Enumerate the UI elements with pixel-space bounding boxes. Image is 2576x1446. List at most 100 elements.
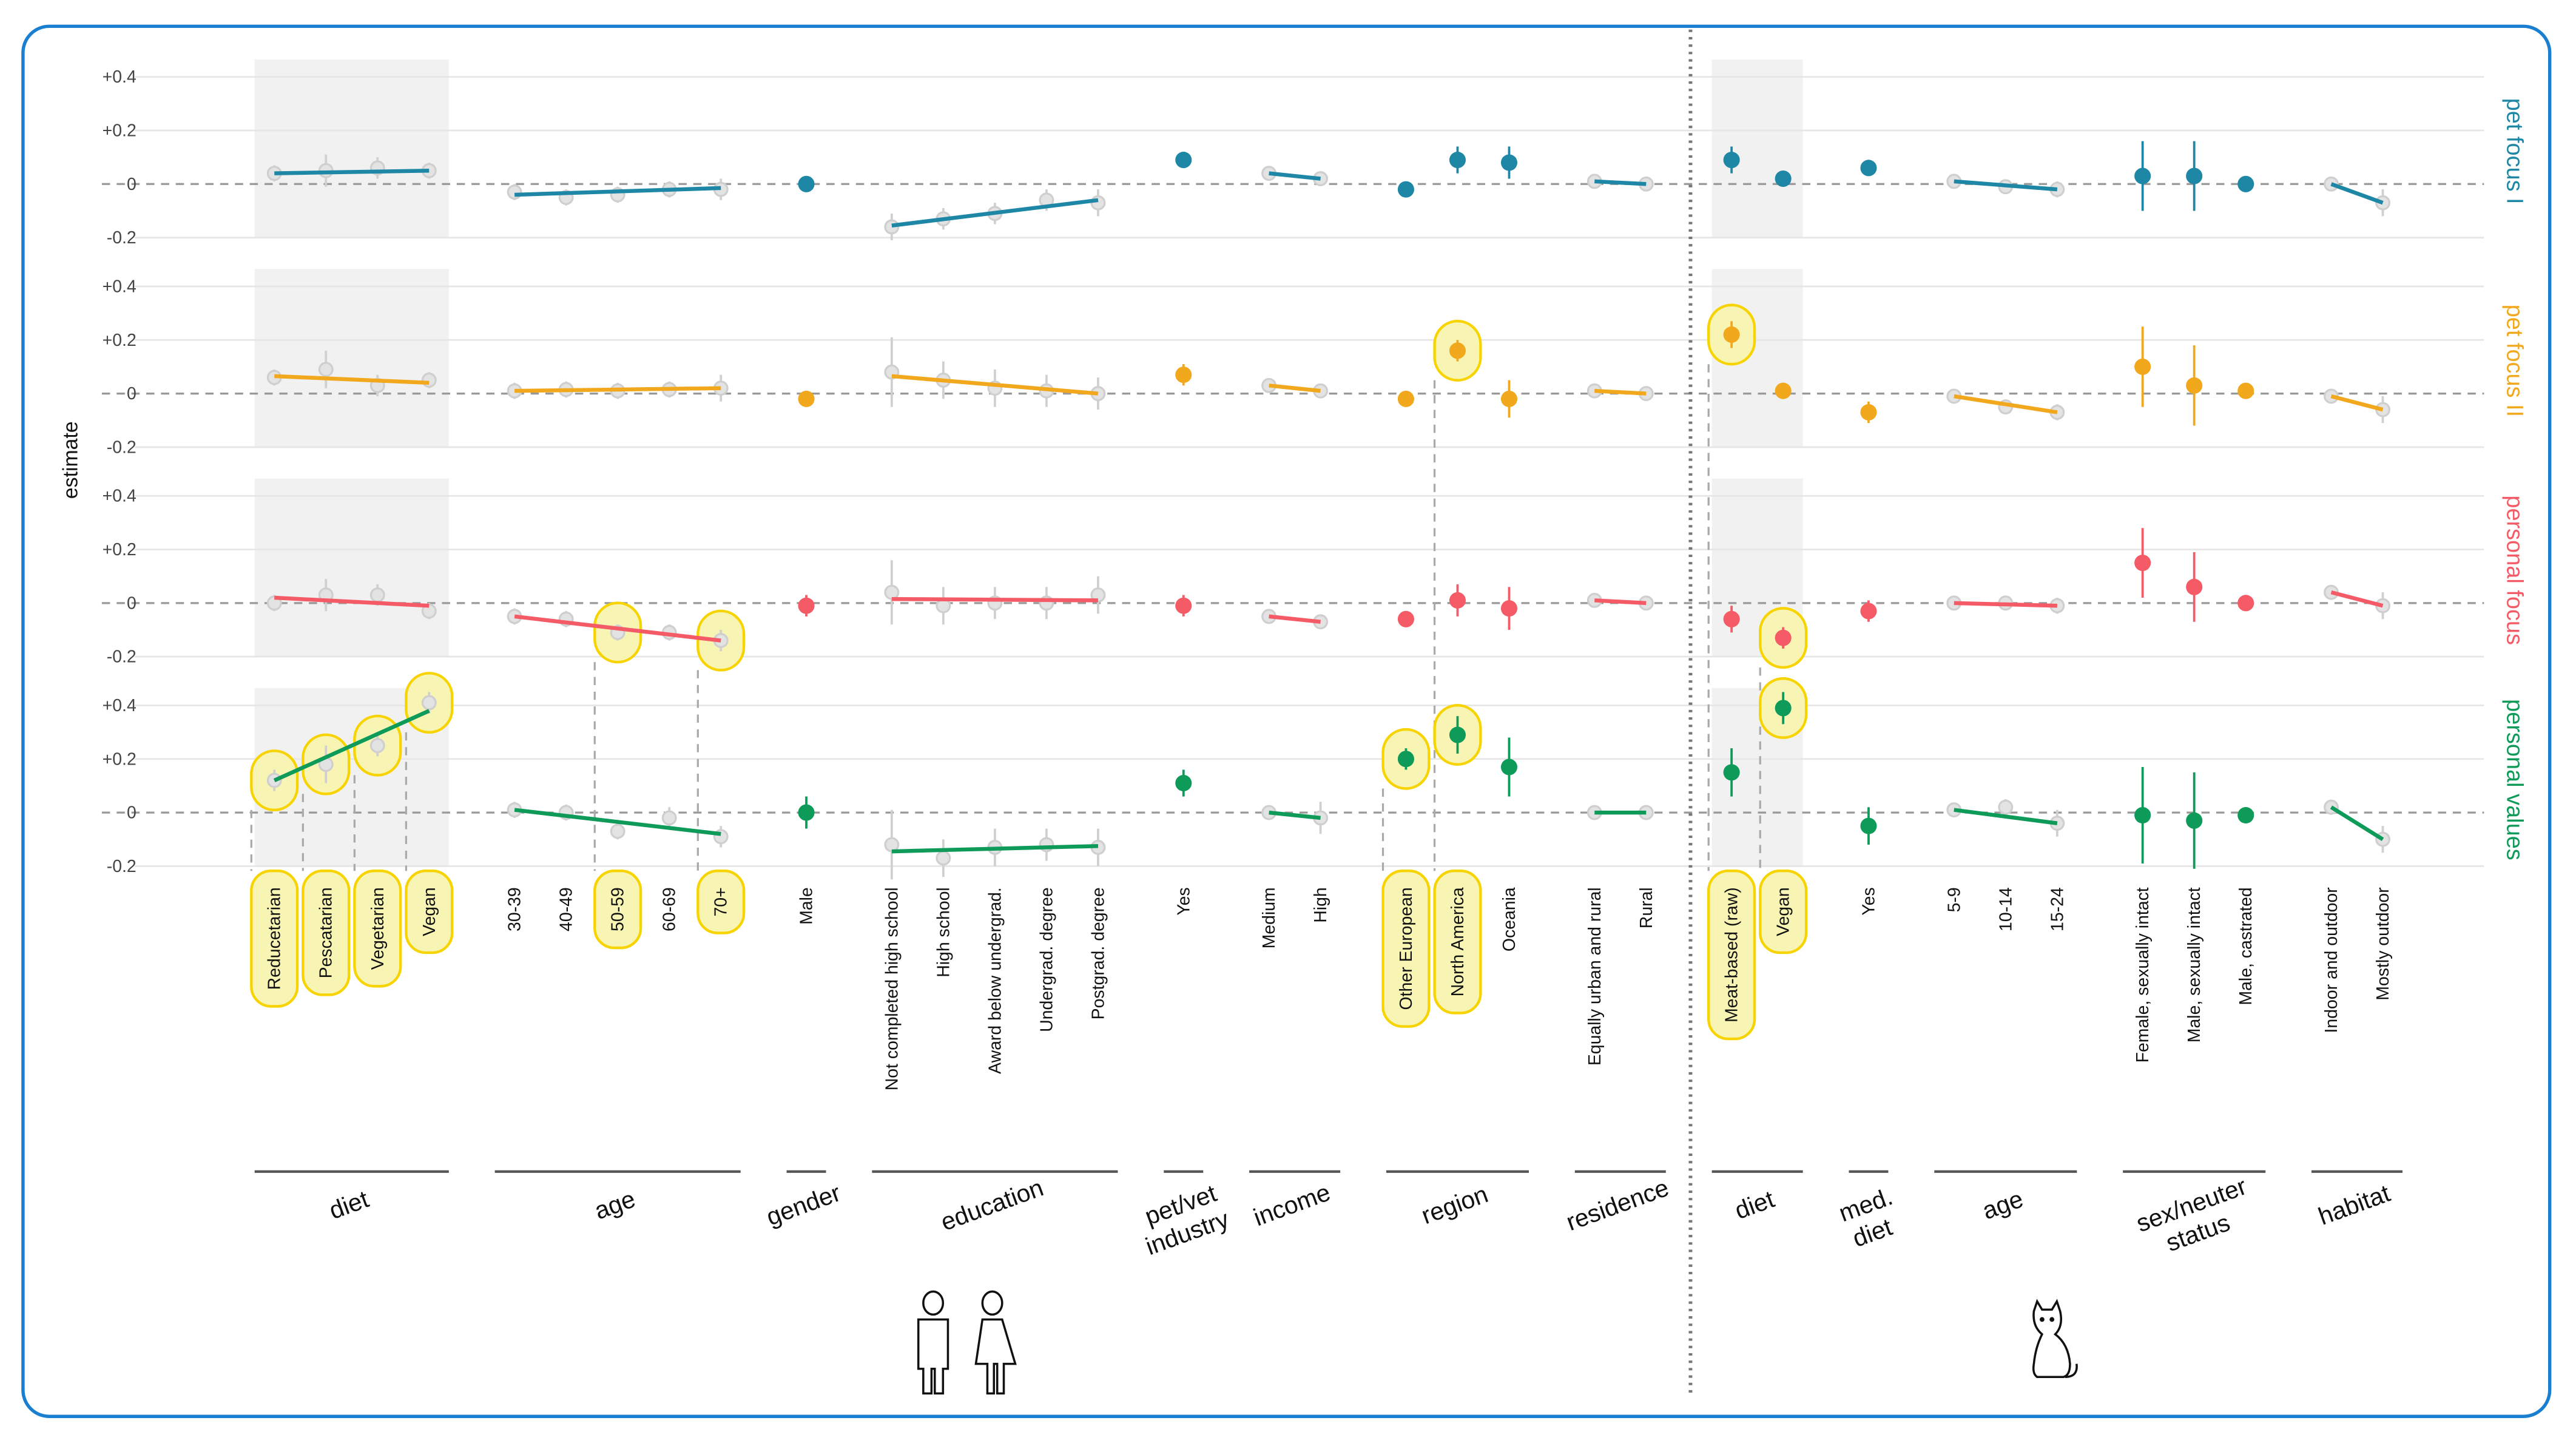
y-tick-label: +0.4 — [103, 277, 137, 296]
y-tick-label: +0.2 — [103, 331, 137, 350]
estimate-point — [1500, 600, 1518, 617]
reference-point — [884, 837, 900, 853]
reference-point — [884, 584, 900, 600]
reference-point — [369, 587, 385, 603]
trend-line — [1954, 394, 2058, 414]
reference-point — [610, 823, 625, 839]
category-label: Mostly outdoor — [2373, 887, 2393, 1000]
category-label: North America — [1448, 887, 1468, 996]
trend-line — [2330, 394, 2384, 412]
estimate-point — [2134, 167, 2151, 184]
shaded-panel-hdiet — [254, 478, 449, 657]
estimate-point — [798, 175, 815, 192]
category-label: 30-39 — [505, 887, 525, 931]
estimate-point — [1449, 342, 1466, 359]
shaded-panel-hdiet — [254, 269, 449, 447]
category-label: Equally urban and rural — [1585, 887, 1605, 1066]
category-label: 50-59 — [609, 887, 628, 931]
trend-line — [891, 596, 1098, 603]
estimate-point — [1723, 326, 1740, 343]
category-label: 5-9 — [1944, 887, 1964, 912]
trend-line — [1594, 388, 1647, 396]
category-label-highlight — [1759, 870, 1808, 954]
trend-line — [891, 844, 1099, 854]
estimate-point — [1775, 629, 1792, 646]
trend-line — [891, 198, 1099, 228]
y-tick-label: 0 — [127, 384, 137, 404]
category-label-highlight — [353, 870, 402, 988]
reference-point — [507, 184, 522, 200]
category-label: 10-14 — [1996, 887, 2015, 931]
estimate-point — [1449, 152, 1466, 169]
shaded-panel-cdiet — [1711, 59, 1803, 238]
category-label: Medium — [1259, 887, 1279, 948]
trend-line — [1269, 810, 1321, 820]
trend-line — [1269, 614, 1321, 624]
trend-line — [274, 374, 430, 385]
estimate-point — [1860, 817, 1877, 834]
category-label: Pescatarian — [317, 887, 336, 978]
trend-line — [2330, 182, 2384, 205]
trend-line — [514, 614, 721, 643]
trend-line — [2330, 805, 2384, 841]
category-label: 70+ — [712, 887, 731, 916]
category-label: Other European — [1397, 887, 1416, 1010]
category-label-highlight — [1707, 870, 1756, 1041]
frame-border — [21, 24, 2552, 1418]
estimate-point — [2134, 806, 2151, 824]
trend-line — [1594, 179, 1647, 186]
estimate-point — [2186, 167, 2203, 184]
category-label: Indoor and outdoor — [2322, 887, 2341, 1033]
estimate-point — [2134, 358, 2151, 375]
trend-line — [1954, 179, 2058, 192]
estimate-point — [1500, 390, 1518, 407]
row-label-2: personal focus — [2501, 495, 2527, 645]
reference-point — [936, 850, 951, 866]
row-label-0: pet focus I — [2501, 98, 2527, 204]
category-label: 40-49 — [557, 887, 576, 931]
estimate-point — [798, 597, 815, 614]
trend-line — [2330, 590, 2384, 608]
reference-point — [1090, 587, 1106, 603]
category-label: Oceania — [1500, 887, 1519, 951]
estimate-point — [1860, 404, 1877, 421]
y-tick-label: +0.2 — [103, 121, 137, 141]
category-label: Not completed high school — [882, 887, 902, 1090]
category-label: High — [1311, 887, 1330, 922]
row-label-1: pet focus II — [2501, 305, 2527, 417]
estimate-point — [1175, 774, 1192, 792]
estimate-point — [1860, 603, 1877, 620]
y-tick-label: 0 — [127, 175, 137, 194]
category-label-highlight — [302, 870, 351, 996]
category-label: 60-69 — [660, 887, 679, 931]
estimate-point — [2237, 175, 2254, 192]
estimate-point — [1775, 382, 1792, 399]
category-label-highlight — [1433, 870, 1482, 1015]
y-tick-label: 0 — [127, 593, 137, 613]
reference-point — [1090, 195, 1106, 211]
estimate-point — [1775, 700, 1792, 717]
y-tick-label: -0.2 — [107, 438, 137, 457]
trend-line — [514, 386, 721, 393]
trend-line — [273, 709, 430, 783]
estimate-point — [1775, 170, 1792, 188]
category-label: Rural — [1637, 887, 1656, 928]
trend-line — [1269, 383, 1321, 393]
estimate-point — [1500, 154, 1518, 171]
category-label-highlight — [405, 870, 454, 954]
estimate-point — [798, 390, 815, 407]
estimate-point — [1397, 181, 1414, 198]
y-tick-label: +0.4 — [103, 487, 137, 506]
people-icon — [917, 1290, 1017, 1395]
category-label: Vegan — [1774, 887, 1793, 936]
trend-line — [1594, 598, 1647, 606]
reference-point — [1998, 799, 2014, 815]
trend-line — [514, 186, 721, 197]
estimate-point — [2186, 812, 2203, 829]
category-label: High school — [934, 887, 953, 978]
estimate-point — [1860, 160, 1877, 177]
trend-line — [274, 595, 430, 608]
estimate-point — [1175, 367, 1192, 383]
estimate-point — [2237, 806, 2254, 824]
